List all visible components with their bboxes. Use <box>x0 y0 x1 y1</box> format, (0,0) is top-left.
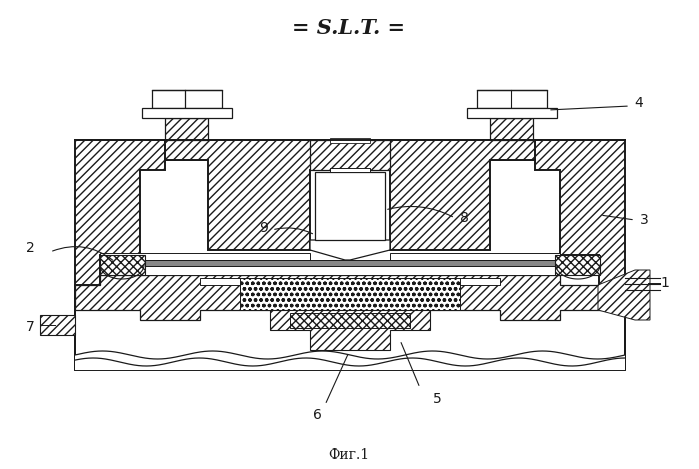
Polygon shape <box>165 140 349 250</box>
Polygon shape <box>598 270 650 320</box>
Text: 1: 1 <box>660 276 669 290</box>
Text: 5: 5 <box>433 392 441 406</box>
Polygon shape <box>142 108 232 118</box>
Polygon shape <box>40 315 75 335</box>
Polygon shape <box>270 310 430 350</box>
Polygon shape <box>152 90 222 108</box>
Text: 2: 2 <box>27 241 35 255</box>
Polygon shape <box>75 140 208 370</box>
Polygon shape <box>100 266 560 275</box>
Polygon shape <box>477 90 547 108</box>
Polygon shape <box>290 313 410 328</box>
Polygon shape <box>490 118 533 140</box>
Polygon shape <box>240 278 460 310</box>
Polygon shape <box>100 253 310 260</box>
Text: = S.L.T. =: = S.L.T. = <box>292 18 405 38</box>
Polygon shape <box>349 140 535 250</box>
Text: Фиг.1: Фиг.1 <box>329 448 370 462</box>
Polygon shape <box>100 255 145 275</box>
Polygon shape <box>310 240 390 260</box>
Text: 9: 9 <box>259 221 268 235</box>
Text: 3: 3 <box>640 213 649 227</box>
Text: 8: 8 <box>460 211 469 225</box>
Polygon shape <box>390 253 560 260</box>
Polygon shape <box>330 168 370 172</box>
Polygon shape <box>100 260 560 266</box>
Polygon shape <box>555 255 600 275</box>
Polygon shape <box>200 278 500 285</box>
Polygon shape <box>310 140 390 170</box>
Polygon shape <box>467 108 557 118</box>
Text: 6: 6 <box>312 408 322 422</box>
Text: 4: 4 <box>634 96 643 110</box>
Polygon shape <box>165 118 208 140</box>
Polygon shape <box>75 355 625 370</box>
Polygon shape <box>75 275 625 320</box>
Polygon shape <box>315 172 385 240</box>
Polygon shape <box>490 140 625 370</box>
Polygon shape <box>330 138 370 143</box>
Text: 7: 7 <box>27 320 35 334</box>
